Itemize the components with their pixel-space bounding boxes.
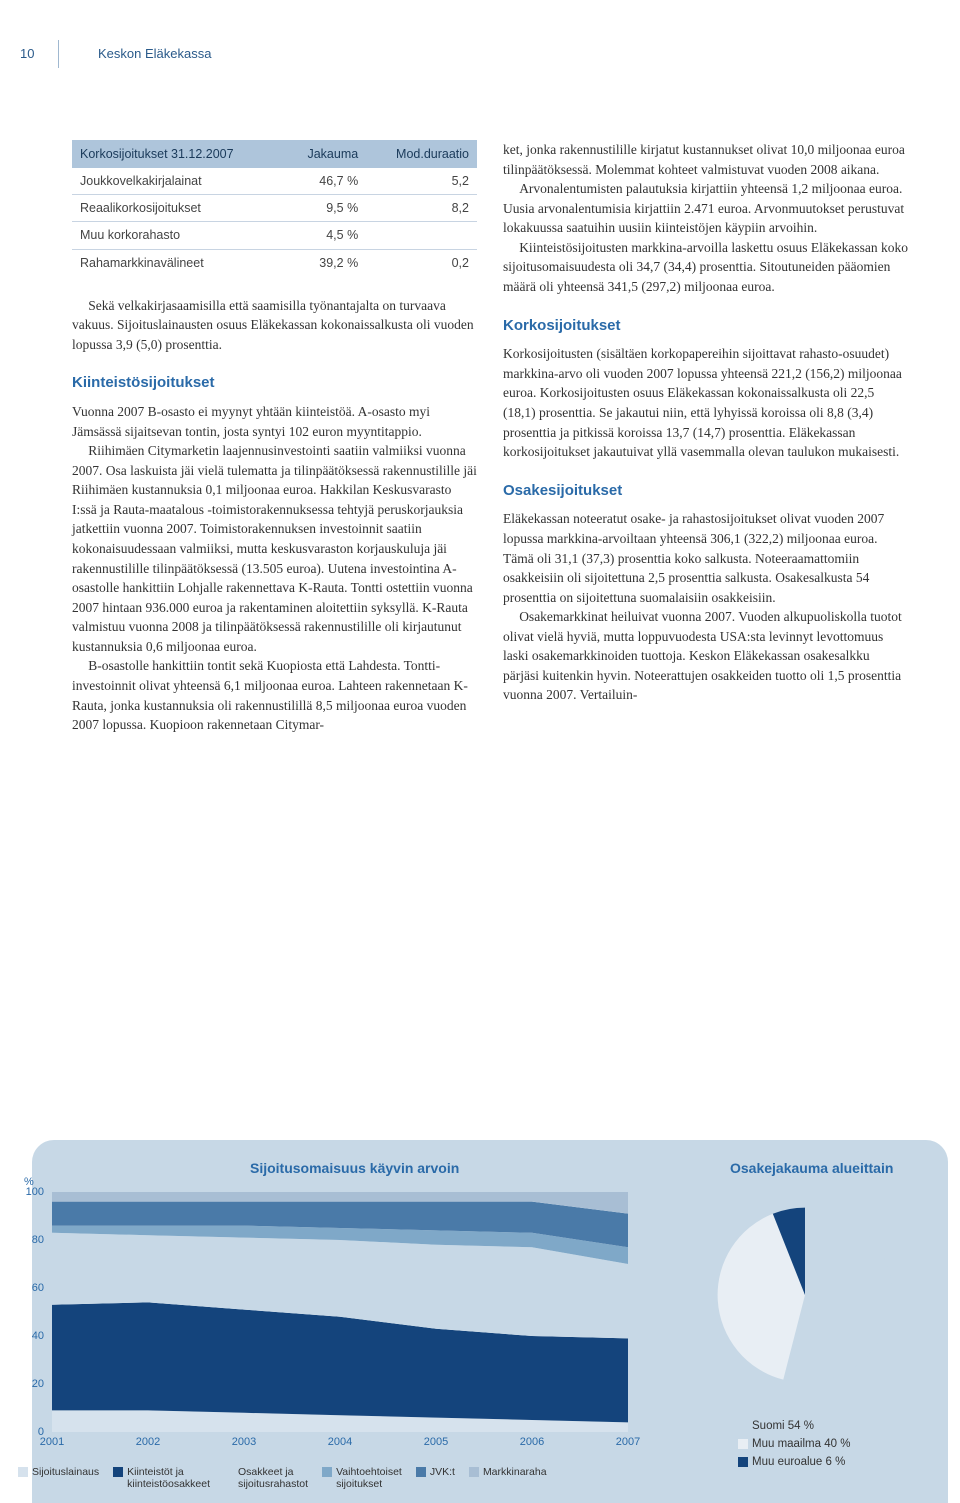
section-heading-kiinteisto: Kiinteistösijoitukset <box>72 372 477 394</box>
table-row: Muu korkorahasto 4,5 % <box>72 222 477 249</box>
legend-item: Muu euroalue 6 % <box>738 1456 850 1469</box>
th-1: Jakauma <box>283 140 366 168</box>
ytick: 20 <box>20 1378 44 1390</box>
legend-label: JVK:t <box>430 1466 455 1478</box>
body-paragraph: B-osastolle hankittiin tontit sekä Kuopi… <box>72 656 477 734</box>
legend-item: Osakkeet jasijoitusrahastot <box>224 1466 308 1490</box>
xtick: 2003 <box>219 1436 269 1448</box>
legend-swatch <box>416 1467 426 1477</box>
xtick: 2001 <box>27 1436 77 1448</box>
body-paragraph: Sekä velkakirjasaamisilla että saamisill… <box>72 296 477 355</box>
th-2: Mod.duraatio <box>366 140 477 168</box>
body-paragraph: Osakemarkkinat heiluivat vuonna 2007. Vu… <box>503 607 908 705</box>
legend-swatch <box>18 1467 28 1477</box>
legend-item: Kiinteistöt jakiinteistöosakkeet <box>113 1466 210 1490</box>
xtick: 2005 <box>411 1436 461 1448</box>
legend-swatch <box>738 1439 748 1449</box>
legend-label: Vaihtoehtoisetsijoitukset <box>336 1466 402 1490</box>
body-paragraph: Eläkekassan noteeratut osake- ja rahasto… <box>503 509 908 607</box>
content-columns: Korkosijoitukset 31.12.2007 Jakauma Mod.… <box>72 140 908 735</box>
legend-label: Kiinteistöt jakiinteistöosakkeet <box>127 1466 210 1490</box>
interest-investments-table: Korkosijoitukset 31.12.2007 Jakauma Mod.… <box>72 140 477 276</box>
body-paragraph: Vuonna 2007 B-osasto ei myynyt yhtään ki… <box>72 402 477 441</box>
ytick: 40 <box>20 1330 44 1342</box>
table-row: Joukkovelkakirjalainat 46,7 % 5,2 <box>72 168 477 195</box>
xtick: 2004 <box>315 1436 365 1448</box>
legend-label: Sijoituslainaus <box>32 1466 99 1478</box>
area-chart-title: Sijoitusomaisuus käyvin arvoin <box>250 1160 459 1176</box>
legend-swatch <box>322 1467 332 1477</box>
pie-chart <box>710 1200 900 1390</box>
ytick: 80 <box>20 1234 44 1246</box>
legend-swatch <box>738 1421 748 1431</box>
xtick: 2006 <box>507 1436 557 1448</box>
body-paragraph: Kiinteistösijoitusten markkina-arvoilla … <box>503 238 908 297</box>
xtick: 2002 <box>123 1436 173 1448</box>
xtick: 2007 <box>603 1436 653 1448</box>
legend-swatch <box>469 1467 479 1477</box>
charts-panel: Sijoitusomaisuus käyvin arvoin Osakejaka… <box>0 1120 960 1503</box>
ytick: 100 <box>20 1186 44 1198</box>
legend-label: Muu maailma 40 % <box>752 1438 850 1451</box>
page-title: Keskon Eläkekassa <box>98 46 211 61</box>
page-number: 10 <box>20 46 34 61</box>
legend-label: Markkinaraha <box>483 1466 547 1478</box>
legend-item: Suomi 54 % <box>738 1420 850 1433</box>
body-paragraph: ket, jonka rakennustilille kirjatut kust… <box>503 140 908 179</box>
ytick: 60 <box>20 1282 44 1294</box>
legend-item: Markkinaraha <box>469 1466 547 1490</box>
th-0: Korkosijoitukset 31.12.2007 <box>72 140 283 168</box>
area-chart-legend: Sijoituslainaus Kiinteistöt jakiinteistöo… <box>18 1466 638 1490</box>
legend-swatch <box>224 1467 234 1477</box>
body-paragraph: Arvonalentumisten palautuksia kirjattiin… <box>503 179 908 238</box>
body-paragraph: Korkosijoitusten (sisältäen korkopaperei… <box>503 344 908 461</box>
section-heading-korko: Korkosijoitukset <box>503 315 908 337</box>
table-row: Rahamarkkinavälineet 39,2 % 0,2 <box>72 249 477 276</box>
legend-swatch <box>113 1467 123 1477</box>
legend-label: Osakkeet jasijoitusrahastot <box>238 1466 308 1490</box>
section-heading-osake: Osakesijoitukset <box>503 480 908 502</box>
legend-swatch <box>738 1457 748 1467</box>
header-divider <box>58 40 92 68</box>
legend-item: Muu maailma 40 % <box>738 1438 850 1451</box>
legend-item: Vaihtoehtoisetsijoitukset <box>322 1466 402 1490</box>
pie-chart-title: Osakejakauma alueittain <box>730 1160 893 1176</box>
area-chart <box>52 1192 628 1432</box>
legend-item: JVK:t <box>416 1466 455 1490</box>
legend-label: Suomi 54 % <box>752 1420 814 1433</box>
table-row: Reaalikorkosijoitukset 9,5 % 8,2 <box>72 195 477 222</box>
left-column: Korkosijoitukset 31.12.2007 Jakauma Mod.… <box>72 140 477 735</box>
legend-item: Sijoituslainaus <box>18 1466 99 1490</box>
right-column: ket, jonka rakennustilille kirjatut kust… <box>503 140 908 735</box>
body-paragraph: Riihimäen Citymarketin laajennusinvestoi… <box>72 441 477 656</box>
pie-chart-legend: Suomi 54 % Muu maailma 40 % Muu euroalue 6… <box>738 1420 850 1475</box>
legend-label: Muu euroalue 6 % <box>752 1456 845 1469</box>
